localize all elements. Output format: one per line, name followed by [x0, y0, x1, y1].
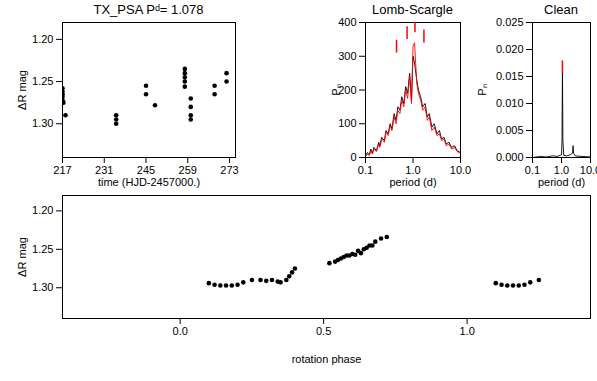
svg-text:1.25: 1.25	[32, 243, 53, 255]
html-text:Lomb-Scargle: Lomb-Scargle	[372, 2, 453, 17]
svg-text:ΔR mag: ΔR mag	[16, 237, 28, 277]
svg-text:1.25: 1.25	[32, 75, 53, 87]
svg-text:1.0: 1.0	[459, 325, 474, 337]
svg-text:0.025: 0.025	[496, 16, 524, 28]
svg-text:time (HJD-2457000.): time (HJD-2457000.)	[98, 176, 200, 188]
html-text:Clean: Clean	[544, 2, 578, 17]
svg-text:100: 100	[338, 117, 356, 129]
svg-text:0.005: 0.005	[496, 124, 524, 136]
svg-text:0.5: 0.5	[316, 325, 331, 337]
svg-text:0.000: 0.000	[496, 151, 524, 163]
svg-text:period (d): period (d)	[538, 176, 585, 188]
svg-text:1.20: 1.20	[32, 33, 53, 45]
svg-text:Pₙ: Pₙ	[476, 84, 488, 95]
svg-text:400: 400	[338, 16, 356, 28]
svg-text:300: 300	[338, 50, 356, 62]
svg-text:ΔR mag: ΔR mag	[16, 70, 28, 110]
svg-text:1.20: 1.20	[32, 204, 53, 216]
svg-text:period (d): period (d)	[389, 176, 436, 188]
svg-text:217: 217	[53, 164, 71, 176]
svg-text:0.010: 0.010	[496, 97, 524, 109]
svg-text:259: 259	[179, 164, 197, 176]
svg-text:0.1: 0.1	[358, 164, 373, 176]
svg-text:0: 0	[350, 151, 356, 163]
svg-text:245: 245	[137, 164, 155, 176]
svg-text:200: 200	[338, 83, 357, 96]
svg-text:231: 231	[95, 164, 113, 176]
svg-text:1.30: 1.30	[32, 117, 53, 129]
svg-text:Pₙ: Pₙ	[330, 84, 342, 95]
svg-text:0.015: 0.015	[496, 70, 524, 82]
svg-text:1.0: 1.0	[405, 164, 420, 176]
svg-text:1.30: 1.30	[32, 281, 53, 293]
svg-text:10.0: 10.0	[450, 164, 471, 176]
svg-text:0.0: 0.0	[173, 325, 188, 337]
html-text:TX_PSA Pᵈ= 1.078: TX_PSA Pᵈ= 1.078	[93, 2, 204, 17]
svg-text:273: 273	[220, 164, 238, 176]
svg-text:1.0: 1.0	[554, 164, 569, 176]
svg-text:0.1: 0.1	[525, 164, 540, 176]
svg-text:rotation phase: rotation phase	[292, 353, 362, 365]
svg-text:0.020: 0.020	[496, 43, 524, 55]
svg-text:10.0: 10.0	[580, 164, 597, 176]
